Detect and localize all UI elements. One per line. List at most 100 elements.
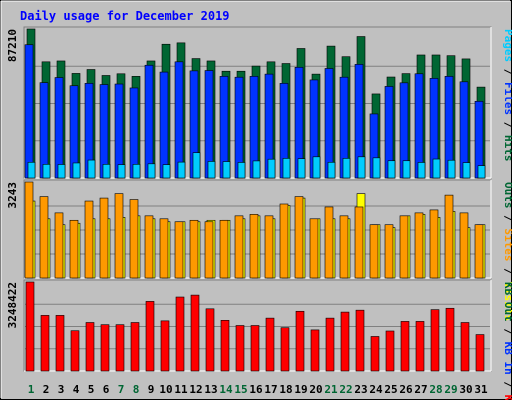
bar-requests-pages-day-11 — [177, 161, 186, 179]
panel-kbytes: 3 24 8 4 22 KB Out / KB In / KB F — [6, 279, 512, 405]
legend-separator: / — [502, 115, 512, 135]
bar-kbytes-kb-f-day-10 — [160, 320, 170, 372]
day-label-2: 2 — [43, 383, 50, 396]
day-label-4: 4 — [73, 383, 80, 396]
bar-requests-pages-day-5 — [87, 159, 96, 179]
day-label-25: 25 — [384, 383, 397, 396]
bar-kbytes-kb-f-day-3 — [55, 315, 65, 372]
day-label-10: 10 — [159, 383, 172, 396]
day-label-22: 22 — [339, 383, 352, 396]
panel-kbytes-legend: KB Out / KB In / KB F — [502, 282, 512, 400]
day-label-24: 24 — [369, 383, 383, 396]
day-label-9: 9 — [148, 383, 155, 396]
bar-kbytes-kb-f-day-13 — [205, 308, 215, 372]
bar-visits-sites-day-22 — [339, 215, 349, 279]
bar-kbytes-kb-f-day-9 — [145, 301, 155, 372]
bar-kbytes-kb-f-day-11 — [175, 296, 185, 372]
day-label-8: 8 — [133, 383, 140, 396]
bar-visits-sites-day-9 — [144, 215, 154, 279]
bar-kbytes-kb-f-day-29 — [445, 307, 455, 372]
x-axis-day-labels: 1 2 3 4 5 6 7 8 9 10 11 12 13 14 15 16 17 18 19 20 21 22 23 24 2… — [28, 383, 488, 396]
bar-kbytes-kb-f-day-4 — [70, 330, 80, 372]
bar-visits-sites-day-25 — [384, 224, 394, 279]
bar-requests-pages-day-24 — [372, 157, 381, 179]
bar-kbytes-kb-f-day-23 — [355, 309, 365, 372]
bar-requests-pages-day-27 — [417, 162, 426, 179]
bar-requests-files-day-3 — [54, 77, 64, 179]
legend-separator: / — [502, 322, 512, 342]
bar-visits-sites-day-21 — [324, 206, 334, 279]
bar-visits-sites-day-31 — [474, 224, 484, 279]
bar-visits-sites-day-6 — [99, 197, 109, 279]
day-label-17: 17 — [264, 383, 277, 396]
bar-visits-sites-day-19 — [294, 196, 304, 279]
bar-kbytes-kb-f-day-24 — [370, 336, 380, 372]
bar-visits-sites-day-10 — [159, 218, 169, 279]
bar-requests-pages-day-28 — [432, 158, 441, 179]
bar-kbytes-kb-f-day-19 — [295, 310, 305, 372]
panel-requests: 87210 Pages / Files / Hits — [6, 26, 512, 179]
bar-visits-sites-day-7 — [114, 193, 124, 279]
bar-kbytes-kb-f-day-30 — [460, 322, 470, 372]
day-label-18: 18 — [279, 383, 292, 396]
bar-requests-pages-day-25 — [387, 160, 396, 179]
day-label-15: 15 — [234, 383, 247, 396]
bar-visits-sites-day-26 — [399, 215, 409, 279]
bar-requests-pages-day-17 — [267, 158, 276, 179]
day-label-30: 30 — [459, 383, 472, 396]
bar-kbytes-kb-f-day-25 — [385, 330, 395, 372]
bar-requests-pages-day-1 — [27, 161, 36, 179]
bar-kbytes-kb-f-day-8 — [130, 322, 140, 372]
bar-requests-pages-day-19 — [297, 158, 306, 179]
day-label-5: 5 — [88, 383, 95, 396]
day-label-26: 26 — [399, 383, 413, 396]
bar-requests-pages-day-29 — [447, 159, 456, 179]
panel-visits: 3243 Outs / Sites / Visits — [6, 179, 512, 321]
bar-requests-pages-day-4 — [72, 162, 81, 179]
bar-visits-sites-day-24 — [369, 224, 379, 279]
bar-kbytes-kb-f-day-31 — [475, 334, 485, 372]
bar-requests-pages-day-23 — [357, 156, 366, 179]
bar-requests-pages-day-26 — [402, 160, 411, 179]
bar-visits-sites-day-27 — [414, 212, 424, 279]
bar-kbytes-kb-f-day-1 — [25, 281, 35, 372]
bar-visits-sites-day-23 — [354, 206, 364, 279]
bar-requests-files-day-21 — [324, 68, 334, 179]
bar-kbytes-kb-f-day-27 — [415, 321, 425, 372]
day-label-21: 21 — [324, 383, 338, 396]
day-label-11: 11 — [174, 383, 188, 396]
day-label-3: 3 — [58, 383, 65, 396]
day-label-31: 31 — [474, 383, 488, 396]
bar-requests-pages-day-18 — [282, 158, 291, 179]
legend-hits: Hits — [502, 135, 512, 162]
bar-visits-sites-day-15 — [234, 215, 244, 279]
bar-requests-files-day-2 — [39, 82, 49, 179]
day-label-28: 28 — [429, 383, 442, 396]
bar-requests-pages-day-20 — [312, 156, 321, 179]
bar-requests-pages-day-22 — [342, 158, 351, 179]
legend-kb-in: KB In — [502, 342, 512, 375]
bar-requests-pages-day-21 — [327, 161, 336, 179]
legend-visits: Visits — [502, 281, 512, 321]
day-label-6: 6 — [103, 383, 110, 396]
bar-requests-files-day-9 — [144, 64, 154, 179]
day-label-29: 29 — [444, 383, 457, 396]
legend-kb-out: KB Out — [502, 282, 512, 322]
bar-kbytes-kb-f-day-7 — [115, 324, 125, 372]
bar-requests-pages-day-12 — [192, 152, 201, 179]
day-label-19: 19 — [294, 383, 307, 396]
bar-kbytes-kb-f-day-20 — [310, 329, 320, 372]
bar-visits-sites-day-3 — [54, 212, 64, 279]
day-label-20: 20 — [309, 383, 322, 396]
panel-visits-legend: Outs / Sites / Visits — [502, 182, 512, 321]
bar-kbytes-kb-f-day-17 — [265, 317, 275, 372]
day-label-16: 16 — [249, 383, 263, 396]
bar-visits-sites-day-12 — [189, 219, 199, 279]
panel-requests-max-label: 87210 — [6, 29, 19, 62]
bar-visits-sites-day-14 — [219, 219, 229, 279]
bar-requests-files-day-7 — [114, 83, 124, 179]
bar-requests-files-day-11 — [174, 61, 184, 179]
legend-separator: / — [502, 62, 512, 82]
